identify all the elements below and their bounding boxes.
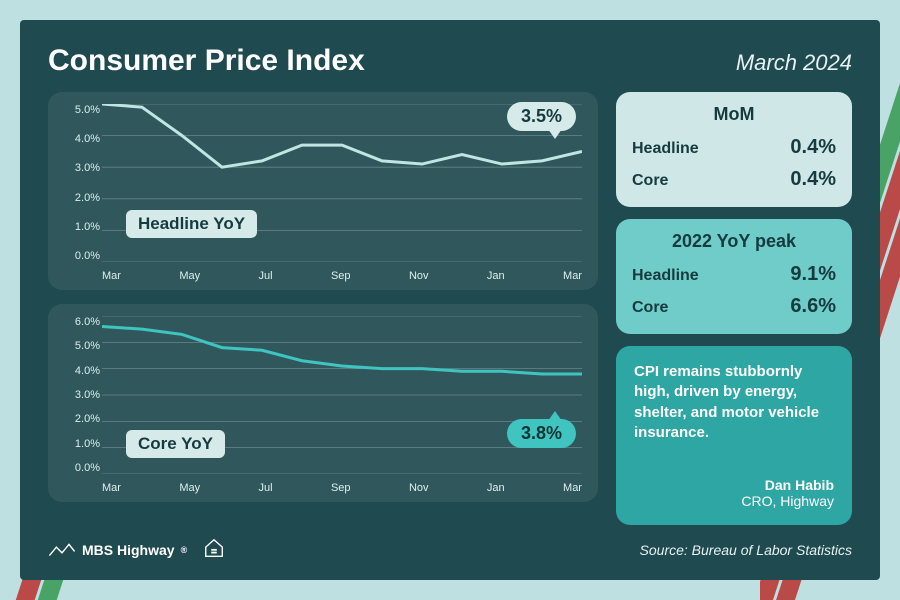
chart-core-yoy: 6.0% 5.0% 4.0% 3.0% 2.0% 1.0% 0.0% Mar May Jul Se… [48, 304, 598, 502]
value-callout: 3.8% [507, 419, 576, 448]
page-title: Consumer Price Index [48, 44, 365, 78]
x-tick: Mar [102, 270, 121, 282]
y-tick: 6.0% [60, 316, 100, 328]
stat-value: 0.4% [790, 163, 836, 195]
y-tick: 5.0% [60, 104, 100, 116]
quote-attribution: Dan Habib CRO, Highway [634, 477, 834, 509]
x-tick: Nov [409, 270, 429, 282]
stat-value: 9.1% [790, 258, 836, 290]
callout-text: 3.5% [521, 106, 562, 126]
stat-row: Headline 0.4% [632, 131, 836, 163]
y-tick: 2.0% [60, 413, 100, 425]
x-tick: Sep [331, 270, 351, 282]
callout-text: 3.8% [521, 423, 562, 443]
x-tick: Jan [487, 270, 505, 282]
y-axis: 5.0% 4.0% 3.0% 2.0% 1.0% 0.0% [60, 104, 100, 262]
stat-row: Headline 9.1% [632, 258, 836, 290]
x-tick: Mar [563, 482, 582, 494]
mbs-highway-logo: MBS Highway® [48, 542, 187, 558]
y-tick: 3.0% [60, 162, 100, 174]
y-tick: 0.0% [60, 250, 100, 262]
y-tick: 2.0% [60, 192, 100, 204]
x-tick: Jul [259, 482, 273, 494]
x-tick: Sep [331, 482, 351, 494]
chart-headline-yoy: 5.0% 4.0% 3.0% 2.0% 1.0% 0.0% Mar May Jul Sep Nov… [48, 92, 598, 290]
equal-housing-icon [203, 537, 225, 562]
y-tick: 1.0% [60, 438, 100, 450]
y-tick: 0.0% [60, 462, 100, 474]
x-tick: Nov [409, 482, 429, 494]
stat-value: 6.6% [790, 290, 836, 322]
quote-author: Dan Habib [634, 477, 834, 493]
chart-label: Headline YoY [126, 210, 257, 238]
card-quote: CPI remains stubbornly high, driven by e… [616, 346, 852, 525]
x-tick: Jan [487, 482, 505, 494]
stat-row: Core 0.4% [632, 163, 836, 195]
y-tick: 3.0% [60, 389, 100, 401]
y-axis: 6.0% 5.0% 4.0% 3.0% 2.0% 1.0% 0.0% [60, 316, 100, 474]
card-title: MoM [632, 104, 836, 125]
brand-text: MBS Highway [82, 542, 175, 558]
stat-key: Core [632, 295, 668, 321]
plot-area [102, 104, 582, 262]
x-tick: Jul [259, 270, 273, 282]
stat-value: 0.4% [790, 131, 836, 163]
stat-row: Core 6.6% [632, 290, 836, 322]
footer: MBS Highway® Source: Bureau of Labor Sta… [48, 537, 852, 562]
card-title: 2022 YoY peak [632, 231, 836, 252]
stat-key: Headline [632, 136, 699, 162]
stat-key: Headline [632, 263, 699, 289]
value-callout: 3.5% [507, 102, 576, 131]
header: Consumer Price Index March 2024 [48, 44, 852, 78]
x-axis: Mar May Jul Sep Nov Jan Mar [102, 482, 582, 494]
card-mom: MoM Headline 0.4% Core 0.4% [616, 92, 852, 207]
chart-label: Core YoY [126, 430, 225, 458]
y-tick: 1.0% [60, 221, 100, 233]
report-date: March 2024 [736, 50, 852, 76]
quote-role: CRO, Highway [741, 493, 834, 509]
y-tick: 4.0% [60, 365, 100, 377]
x-tick: May [179, 482, 200, 494]
y-tick: 5.0% [60, 340, 100, 352]
x-axis: Mar May Jul Sep Nov Jan Mar [102, 270, 582, 282]
quote-text: CPI remains stubbornly high, driven by e… [634, 362, 834, 443]
y-tick: 4.0% [60, 133, 100, 145]
stat-key: Core [632, 168, 668, 194]
x-tick: May [179, 270, 200, 282]
x-tick: Mar [563, 270, 582, 282]
main-panel: Consumer Price Index March 2024 5.0% 4.0%… [20, 20, 880, 580]
card-peak: 2022 YoY peak Headline 9.1% Core 6.6% [616, 219, 852, 334]
source-text: Source: Bureau of Labor Statistics [640, 542, 852, 558]
x-tick: Mar [102, 482, 121, 494]
